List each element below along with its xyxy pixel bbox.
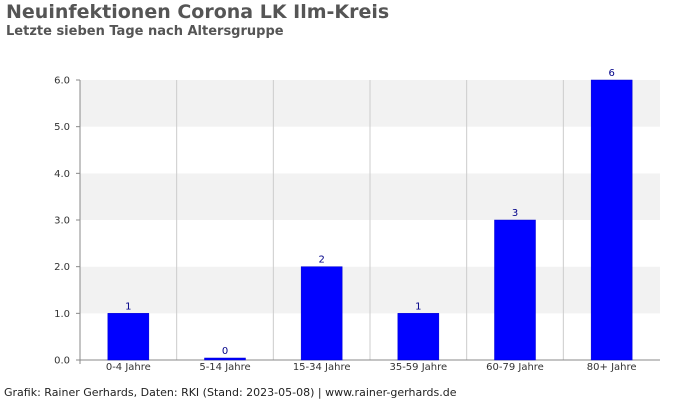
bar-value-label: 6	[608, 68, 614, 79]
bar-value-label: 2	[318, 255, 324, 266]
bar-value-label: 1	[415, 301, 421, 312]
chart-title: Neuinfektionen Corona LK Ilm-Kreis	[6, 1, 390, 23]
x-tick-label: 35-59 Jahre	[389, 362, 447, 373]
x-tick-label: 60-79 Jahre	[486, 362, 544, 373]
y-tick-label: 6.0	[54, 76, 70, 87]
bar	[204, 357, 246, 361]
bar-value-label: 0	[222, 346, 228, 357]
chart-footer: Grafik: Rainer Gerhards, Daten: RKI (Sta…	[4, 386, 457, 399]
bar-value-label: 1	[125, 301, 131, 312]
bar	[494, 219, 536, 361]
bar	[107, 313, 150, 361]
x-tick-label: 80+ Jahre	[587, 362, 637, 373]
x-tick-label: 5-14 Jahre	[199, 362, 250, 373]
y-tick-label: 1.0	[54, 309, 70, 320]
bar	[590, 79, 633, 361]
bar-value-label: 3	[512, 208, 518, 219]
y-tick-label: 5.0	[54, 122, 70, 133]
y-tick-label: 2.0	[54, 262, 70, 273]
x-tick-label: 15-34 Jahre	[293, 362, 351, 373]
bar	[397, 313, 440, 361]
chart-subtitle: Letzte sieben Tage nach Altersgruppe	[6, 24, 284, 39]
y-tick-label: 3.0	[54, 216, 70, 227]
x-tick-label: 0-4 Jahre	[106, 362, 151, 373]
y-tick-label: 4.0	[54, 169, 70, 180]
y-tick-label: 0.0	[54, 356, 70, 367]
bar	[300, 266, 343, 361]
